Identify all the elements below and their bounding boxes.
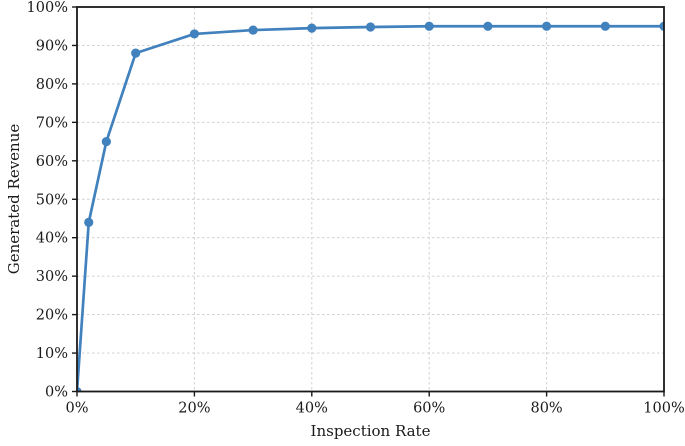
y-tick-label: 0% (45, 385, 68, 401)
y-tick-label: 80% (36, 77, 68, 93)
y-tick-label: 90% (36, 38, 68, 54)
data-point (189, 29, 199, 39)
data-point (365, 22, 376, 32)
y-tick-label: 100% (27, 0, 68, 16)
revenue-line (77, 24, 664, 392)
x-tick-label: 80% (530, 401, 562, 417)
x-tick-label: 100% (643, 401, 684, 417)
data-point (542, 21, 552, 31)
y-axis-title: Generated Revenue (5, 123, 23, 275)
y-tick-label: 70% (36, 115, 68, 131)
data-point (424, 21, 434, 31)
x-tick-label: 40% (296, 401, 328, 417)
x-tick-label: 60% (413, 401, 445, 417)
data-point (659, 21, 664, 31)
data-point (248, 25, 258, 35)
x-axis-title: Inspection Rate (310, 422, 431, 440)
data-point (483, 21, 493, 31)
y-tick-label: 30% (36, 269, 68, 285)
y-tick-label: 40% (36, 231, 68, 247)
y-tick-label: 50% (36, 192, 68, 208)
data-point (84, 217, 94, 227)
axes-box (76, 6, 665, 393)
data-point (307, 23, 317, 33)
series-group (77, 21, 664, 392)
x-tick-label: 0% (65, 401, 88, 417)
y-tick-label: 10% (36, 346, 68, 362)
data-point (600, 21, 610, 31)
y-tick-label: 20% (36, 308, 68, 324)
data-point (101, 136, 111, 147)
data-point (77, 386, 82, 392)
data-point (131, 48, 141, 58)
x-tick-label: 20% (178, 401, 210, 417)
y-tick-label: 60% (36, 154, 68, 170)
